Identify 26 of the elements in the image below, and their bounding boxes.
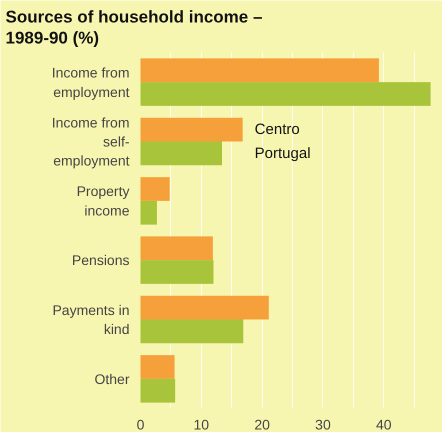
y-tick-label: Income from employment <box>52 64 130 100</box>
y-tick-label: Property income <box>76 183 130 218</box>
bar <box>140 200 157 225</box>
y-tick-label: Payments in kind <box>52 302 130 338</box>
text: Portugal <box>254 144 311 162</box>
x-tick-label: 10 <box>194 416 210 432</box>
bar <box>140 236 213 260</box>
bar <box>140 118 243 142</box>
chart-title: Sources of household income – 1989-90 (%) <box>6 8 262 48</box>
x-tick-label: 0 <box>136 416 145 432</box>
x-tick-label: 20 <box>254 416 270 432</box>
series-label: Centro <box>254 121 300 138</box>
bar <box>140 355 175 379</box>
bar <box>140 177 170 201</box>
bar <box>140 58 379 82</box>
bar <box>140 260 214 284</box>
bar <box>140 320 244 344</box>
bar <box>140 142 222 166</box>
y-tick-label: Income from self-employment <box>52 114 130 169</box>
bar <box>140 378 176 403</box>
y-tick-label: Other <box>94 370 130 387</box>
bar <box>140 82 431 106</box>
x-tick-label: 30 <box>315 416 331 432</box>
x-tick-label: 40 <box>376 416 392 432</box>
bar <box>140 296 269 320</box>
y-tick-label: Pensions <box>72 252 130 268</box>
